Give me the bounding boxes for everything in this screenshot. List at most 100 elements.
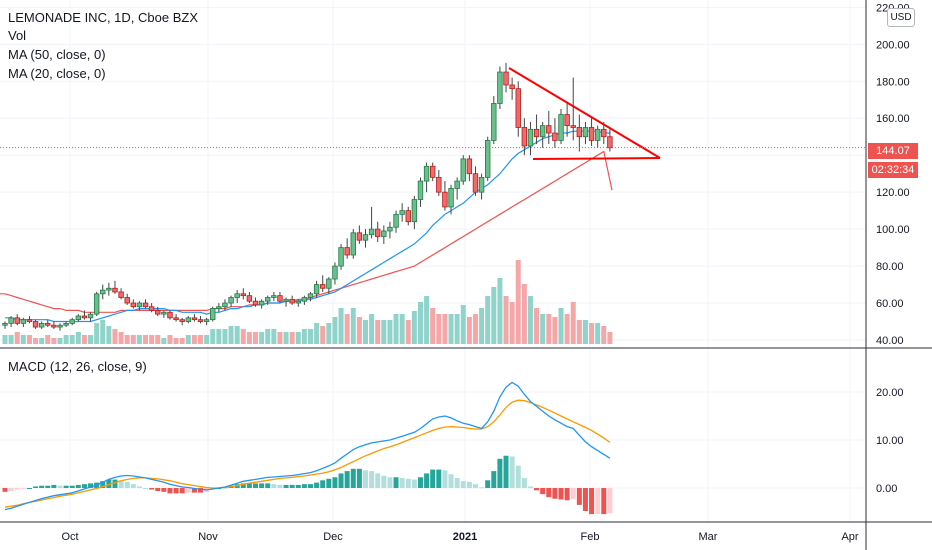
volume-bar — [198, 335, 204, 344]
macd-signal-line — [4, 399, 611, 508]
volume-bar — [589, 323, 595, 344]
candle-body — [497, 71, 503, 104]
currency-button[interactable]: USD — [887, 8, 915, 27]
candle-body — [93, 293, 100, 315]
candle-body — [533, 128, 540, 138]
candle-body — [423, 165, 430, 182]
volume-bar — [69, 335, 75, 344]
volume-bar — [191, 335, 197, 344]
macd-histogram-bar — [265, 483, 271, 488]
macd-histogram-bar — [411, 479, 417, 488]
candle-body — [387, 226, 393, 232]
candle-body — [521, 127, 528, 147]
volume-bar — [607, 332, 613, 344]
volume-bar — [326, 323, 332, 344]
macd-histogram-bar — [289, 484, 295, 488]
macd-histogram-bar — [51, 484, 57, 488]
volume-bar — [546, 314, 552, 344]
candle-body — [393, 213, 399, 228]
macd-histogram-bar — [161, 488, 167, 492]
countdown-label: 02:32:34 — [868, 162, 918, 178]
macd-histogram-bar — [155, 488, 161, 492]
candle-body — [283, 298, 289, 302]
y-tick-label: 160.00 — [876, 113, 910, 125]
volume-bar — [527, 296, 533, 344]
volume-bar — [14, 332, 20, 344]
macd-histogram-bar — [100, 481, 106, 488]
volume-bar — [387, 320, 393, 344]
candle-body — [258, 300, 265, 306]
volume-bar — [81, 335, 87, 344]
volume-bar — [534, 308, 540, 344]
macd-histogram-bar — [589, 488, 595, 515]
volume-bar — [356, 317, 362, 344]
candle-body — [472, 173, 479, 193]
volume-bar — [155, 335, 161, 344]
candle-body — [332, 265, 338, 280]
volume-bar — [94, 323, 100, 344]
candle-body — [2, 322, 8, 326]
candle-body — [161, 311, 167, 315]
candle-body — [552, 132, 558, 141]
candle-body — [277, 295, 283, 302]
volume-bar — [222, 329, 228, 344]
volume-bar — [308, 329, 313, 344]
macd-histogram-bar — [20, 488, 26, 489]
volume-bar — [161, 338, 167, 344]
macd-histogram-bar — [149, 488, 155, 490]
volume-bar — [277, 332, 283, 344]
y-tick-label: 60.00 — [876, 298, 904, 310]
candle-body — [503, 71, 509, 86]
candle-body — [136, 302, 143, 308]
volume-bar — [289, 332, 295, 344]
candle-body — [20, 319, 27, 324]
macd-histogram-bar — [301, 484, 307, 488]
candle-body — [588, 127, 595, 141]
candle-body — [307, 293, 314, 298]
macd-histogram-bar — [173, 488, 179, 494]
candle-body — [45, 322, 51, 326]
macd-histogram-bar — [534, 488, 540, 491]
macd-histogram-bar — [136, 486, 142, 488]
volume-bar — [216, 329, 222, 344]
macd-histogram-bar — [332, 477, 338, 488]
volume-bar — [2, 335, 8, 344]
volume-bar — [228, 326, 234, 344]
macd-histogram-bar — [552, 488, 558, 499]
candle-body — [240, 293, 246, 297]
volume-bar — [405, 320, 411, 344]
last-price-label: 144.07 — [868, 143, 918, 159]
volume-bar — [8, 335, 14, 344]
volume-bar — [295, 332, 301, 344]
macd-histogram-bar — [558, 488, 564, 500]
volume-bar — [20, 335, 26, 344]
volume-bar — [582, 320, 588, 344]
macd-histogram-bar — [356, 468, 362, 488]
volume-bar — [362, 320, 368, 344]
candle-body — [203, 319, 210, 322]
volume-bar — [503, 296, 509, 344]
macd-histogram-bar — [576, 488, 582, 505]
volume-bar — [540, 314, 546, 344]
candle-body — [228, 297, 234, 304]
volume-bar — [240, 329, 246, 344]
macd-histogram-bar — [472, 484, 478, 488]
macd-histogram-bar — [39, 485, 45, 488]
y-tick-label: 80.00 — [876, 261, 904, 273]
volume-bar — [100, 320, 106, 344]
candle-body — [51, 324, 57, 328]
trendline-upper — [508, 67, 661, 159]
volume-bar — [497, 278, 503, 344]
macd-histogram-bar — [485, 480, 491, 488]
volume-bar — [45, 335, 51, 344]
macd-histogram-bar — [8, 488, 14, 492]
macd-histogram-bar — [497, 458, 503, 488]
volume-bar — [271, 329, 277, 344]
macd-histogram-bar — [399, 478, 405, 488]
candle-body — [576, 127, 583, 138]
candle-body — [234, 293, 240, 298]
macd-histogram-bar — [491, 471, 497, 488]
macd-histogram-bar — [69, 485, 75, 488]
